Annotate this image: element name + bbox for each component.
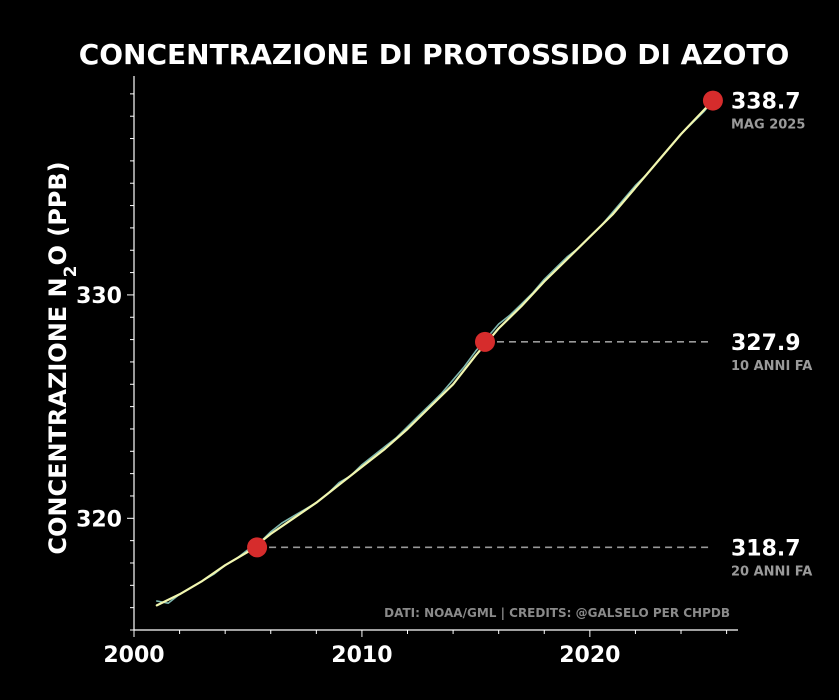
- y-axis-label: CONCENTRAZIONE N2O (PPB): [44, 161, 81, 554]
- y-axis-label-subscript: 2: [61, 266, 81, 278]
- axes: 320 330 2000 2010 2020: [76, 76, 738, 668]
- annotation-label: MAG 2025: [731, 118, 805, 133]
- data-marker: [702, 90, 723, 111]
- annotation-value: 318.7: [731, 536, 801, 561]
- annotation-label: 10 ANNI FA: [731, 359, 812, 374]
- credits-text: DATI: NOAA/GML | CREDITS: @GALSELO PER C…: [384, 606, 730, 620]
- markers: [247, 90, 723, 558]
- annotation-value: 338.7: [731, 90, 801, 115]
- data-marker: [475, 331, 496, 352]
- y-axis-label-prefix: CONCENTRAZIONE N: [44, 277, 72, 554]
- annotation-value: 327.9: [731, 331, 801, 356]
- x-tick-label: 2020: [559, 643, 620, 668]
- data-marker: [247, 537, 268, 558]
- annotation-label: 20 ANNI FA: [731, 564, 812, 579]
- annotations: 318.7 20 ANNI FA 327.9 10 ANNI FA 338.7 MAG 2…: [731, 90, 812, 580]
- series-line-trend: [155, 99, 715, 607]
- y-axis-label-suffix: O (PPB): [44, 161, 72, 265]
- reference-lines: [257, 341, 713, 549]
- x-tick-label: 2000: [103, 643, 164, 668]
- x-tick-label: 2010: [331, 643, 392, 668]
- y-tick-label: 330: [76, 284, 122, 309]
- chart-title: CONCENTRAZIONE DI PROTOSSIDO DI AZOTO: [79, 38, 790, 71]
- y-tick-label: 320: [76, 507, 122, 532]
